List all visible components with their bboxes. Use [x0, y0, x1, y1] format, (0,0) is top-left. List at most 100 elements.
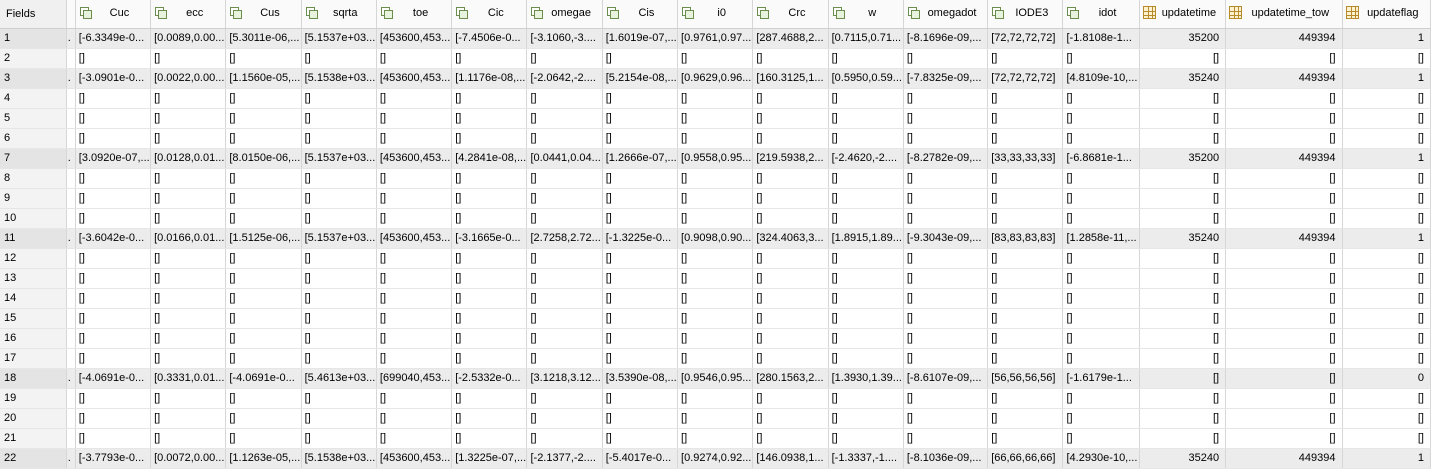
cell-updateflag[interactable]: [] [1342, 268, 1431, 289]
cell-updateflag[interactable]: [] [1342, 408, 1431, 429]
column-header-i0[interactable]: i0 [677, 0, 754, 29]
cell-w[interactable]: [-1.3337,-1.... [828, 448, 904, 469]
cell-toe[interactable]: [453600,453... [376, 228, 453, 249]
cell-sqrta[interactable]: [] [301, 328, 377, 349]
cell-idot[interactable]: [] [1062, 208, 1140, 229]
row-number[interactable]: 7 [0, 148, 67, 169]
cell-cus[interactable]: [] [225, 288, 302, 309]
cell-idot[interactable]: [] [1062, 188, 1140, 209]
cell-updatetime[interactable]: [] [1139, 248, 1227, 269]
cell-cus[interactable]: [] [225, 48, 302, 69]
row-number[interactable]: 6 [0, 128, 67, 149]
cell-cic[interactable]: [] [451, 188, 528, 209]
cell-cic[interactable]: [-3.1665e-0... [451, 228, 528, 249]
row-number[interactable]: 1 [0, 28, 67, 49]
cell-cic[interactable]: [1.1176e-08,... [451, 68, 528, 89]
cell-ecc[interactable]: [] [150, 88, 227, 109]
cell-omegadot[interactable]: [] [903, 188, 989, 209]
cell-omegadot[interactable]: [-8.2782e-09,... [903, 148, 989, 169]
cell-ecc[interactable]: [0.0089,0.00... [150, 28, 227, 49]
cell-w[interactable]: [0.7115,0.71... [828, 28, 904, 49]
cell-w[interactable]: [] [828, 168, 904, 189]
cell-cuc[interactable]: [] [75, 248, 152, 269]
cell-updatetime_tow[interactable]: [] [1225, 128, 1343, 149]
cell-omegae[interactable]: [] [526, 208, 603, 229]
cell-cic[interactable]: [] [451, 348, 528, 369]
cell-cuc[interactable]: [] [75, 288, 152, 309]
cell-cuc[interactable]: [-3.7793e-0... [75, 448, 152, 469]
cell-updateflag[interactable]: [] [1342, 308, 1431, 329]
cell-toe[interactable]: [] [376, 188, 453, 209]
cell-omegadot[interactable]: [] [903, 128, 989, 149]
cell-updatetime[interactable]: [] [1139, 328, 1227, 349]
table-row[interactable]: 6[][][][][][][][][][][][][][][][][] [0, 128, 1431, 149]
cell-cuc[interactable]: [3.0920e-07,... [75, 148, 152, 169]
cell-w[interactable]: [] [828, 288, 904, 309]
cell-updatetime_tow[interactable]: [] [1225, 348, 1343, 369]
cell-ecc[interactable]: [0.0166,0.01... [150, 228, 227, 249]
cell-updatetime_tow[interactable]: [] [1225, 208, 1343, 229]
cell-i0[interactable]: [] [677, 388, 754, 409]
cell-updatetime[interactable]: 35200 [1139, 148, 1227, 169]
cell-iode3[interactable]: [] [987, 128, 1064, 149]
cell-updatetime_tow[interactable]: [] [1225, 248, 1343, 269]
cell-sqrta[interactable]: [] [301, 88, 377, 109]
cell-w[interactable]: [] [828, 88, 904, 109]
cell-sqrta[interactable]: [] [301, 208, 377, 229]
cell-toe[interactable]: [453600,453... [376, 148, 453, 169]
cell-i0[interactable]: [] [677, 348, 754, 369]
cell-omegae[interactable]: [] [526, 248, 603, 269]
cell-updatetime_tow[interactable]: 449394 [1225, 68, 1343, 89]
cell-omegadot[interactable]: [] [903, 268, 989, 289]
table-row[interactable]: 18. [-4.0691e-0... [0.3331,0.01... [-4.0691… [0, 368, 1431, 389]
row-number[interactable]: 19 [0, 388, 67, 409]
cell-toe[interactable]: [] [376, 48, 453, 69]
cell-w[interactable]: [] [828, 188, 904, 209]
cell-updateflag[interactable]: [] [1342, 288, 1431, 309]
cell-cis[interactable]: [3.5390e-08,... [602, 368, 679, 389]
row-number[interactable]: 15 [0, 308, 67, 329]
cell-i0[interactable]: [] [677, 188, 754, 209]
cell-toe[interactable]: [453600,453... [376, 68, 453, 89]
cell-ecc[interactable]: [] [150, 288, 227, 309]
cell-iode3[interactable]: [] [987, 208, 1064, 229]
cell-updatetime_tow[interactable]: [] [1225, 188, 1343, 209]
cell-cis[interactable]: [] [602, 388, 679, 409]
cell-sqrta[interactable]: [] [301, 388, 377, 409]
cell-cis[interactable]: [] [602, 128, 679, 149]
cell-omegae[interactable]: [3.1218,3.12... [526, 368, 603, 389]
cell-cus[interactable]: [] [225, 348, 302, 369]
cell-iode3[interactable]: [] [987, 108, 1064, 129]
cell-crc[interactable]: [] [752, 268, 829, 289]
table-row[interactable]: 5[][][][][][][][][][][][][][][][][] [0, 108, 1431, 129]
cell-cuc[interactable]: [-6.3349e-0... [75, 28, 152, 49]
row-number[interactable]: 14 [0, 288, 67, 309]
cell-idot[interactable]: [] [1062, 268, 1140, 289]
cell-ecc[interactable]: [] [150, 128, 227, 149]
cell-iode3[interactable]: [83,83,83,83] [987, 228, 1064, 249]
cell-crc[interactable]: [] [752, 388, 829, 409]
cell-w[interactable]: [] [828, 408, 904, 429]
table-row[interactable]: 4[][][][][][][][][][][][][][][][][] [0, 88, 1431, 109]
cell-cis[interactable]: [] [602, 408, 679, 429]
cell-iode3[interactable]: [56,56,56,56] [987, 368, 1064, 389]
cell-omegadot[interactable]: [] [903, 288, 989, 309]
table-row[interactable]: 22. [-3.7793e-0... [0.0072,0.00... [1.1263e… [0, 448, 1431, 469]
cell-omegae[interactable]: [] [526, 48, 603, 69]
cell-cuc[interactable]: [-3.0901e-0... [75, 68, 152, 89]
cell-cus[interactable]: [1.5125e-06,... [225, 228, 302, 249]
cell-cic[interactable]: [] [451, 48, 528, 69]
cell-cus[interactable]: [5.3011e-06,... [225, 28, 302, 49]
cell-cic[interactable]: [] [451, 288, 528, 309]
cell-iode3[interactable]: [33,33,33,33] [987, 148, 1064, 169]
cell-iode3[interactable]: [] [987, 328, 1064, 349]
table-row[interactable]: 9[][][][][][][][][][][][][][][][][] [0, 188, 1431, 209]
cell-omegae[interactable]: [-2.1377,-2.... [526, 448, 603, 469]
cell-iode3[interactable]: [] [987, 88, 1064, 109]
cell-w[interactable]: [] [828, 328, 904, 349]
cell-cis[interactable]: [] [602, 88, 679, 109]
cell-updatetime[interactable]: [] [1139, 368, 1227, 389]
column-header-idot[interactable]: idot [1062, 0, 1140, 29]
cell-ecc[interactable]: [] [150, 388, 227, 409]
cell-i0[interactable]: [] [677, 88, 754, 109]
